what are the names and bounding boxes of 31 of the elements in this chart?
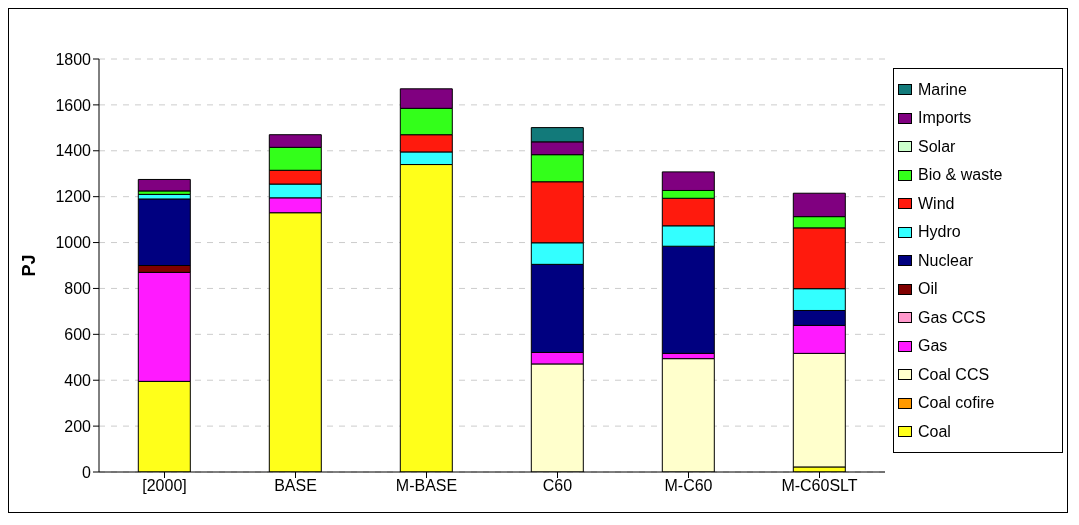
legend-label: Wind — [918, 194, 955, 213]
legend-label: Nuclear — [918, 251, 974, 270]
y-tick-label: 200 — [64, 417, 92, 435]
y-tick-label: 1000 — [55, 234, 92, 252]
y-tick-label: 1800 — [55, 50, 92, 68]
bar — [137, 178, 191, 192]
legend-label: Marine — [918, 80, 967, 99]
x-tick-label: [2000] — [142, 477, 187, 495]
y-tick-label: 1600 — [55, 96, 92, 114]
x-tick-label: M-BASE — [395, 477, 458, 495]
x-tick-label: BASE — [274, 477, 317, 495]
legend-label: Oil — [918, 280, 938, 298]
y-tick-label: 1400 — [55, 142, 92, 160]
y-tick-label: 600 — [64, 326, 92, 344]
legend-label: Imports — [918, 109, 972, 127]
y-tick-label: 1200 — [55, 188, 92, 206]
y-tick-label: 0 — [82, 463, 92, 481]
x-tick-label: M-C60 — [664, 477, 713, 495]
legend-label: Gas CCS — [918, 308, 986, 327]
legend-label: Coal cofire — [918, 394, 995, 412]
legend-label: Bio & waste — [918, 166, 1003, 184]
x-tick-label: C60 — [542, 477, 573, 495]
legend-label: Solar — [918, 137, 956, 156]
legend-label: Hydro — [918, 223, 961, 241]
x-tick-label: M-C60SLT — [781, 477, 858, 495]
legend-label: Coal — [918, 422, 951, 441]
legend-label: Coal CCS — [918, 365, 990, 384]
y-tick-label: 400 — [64, 371, 92, 389]
y-axis-title: PJ — [19, 254, 40, 277]
y-tick-label: 800 — [64, 280, 92, 298]
legend-label: Gas — [918, 337, 948, 355]
